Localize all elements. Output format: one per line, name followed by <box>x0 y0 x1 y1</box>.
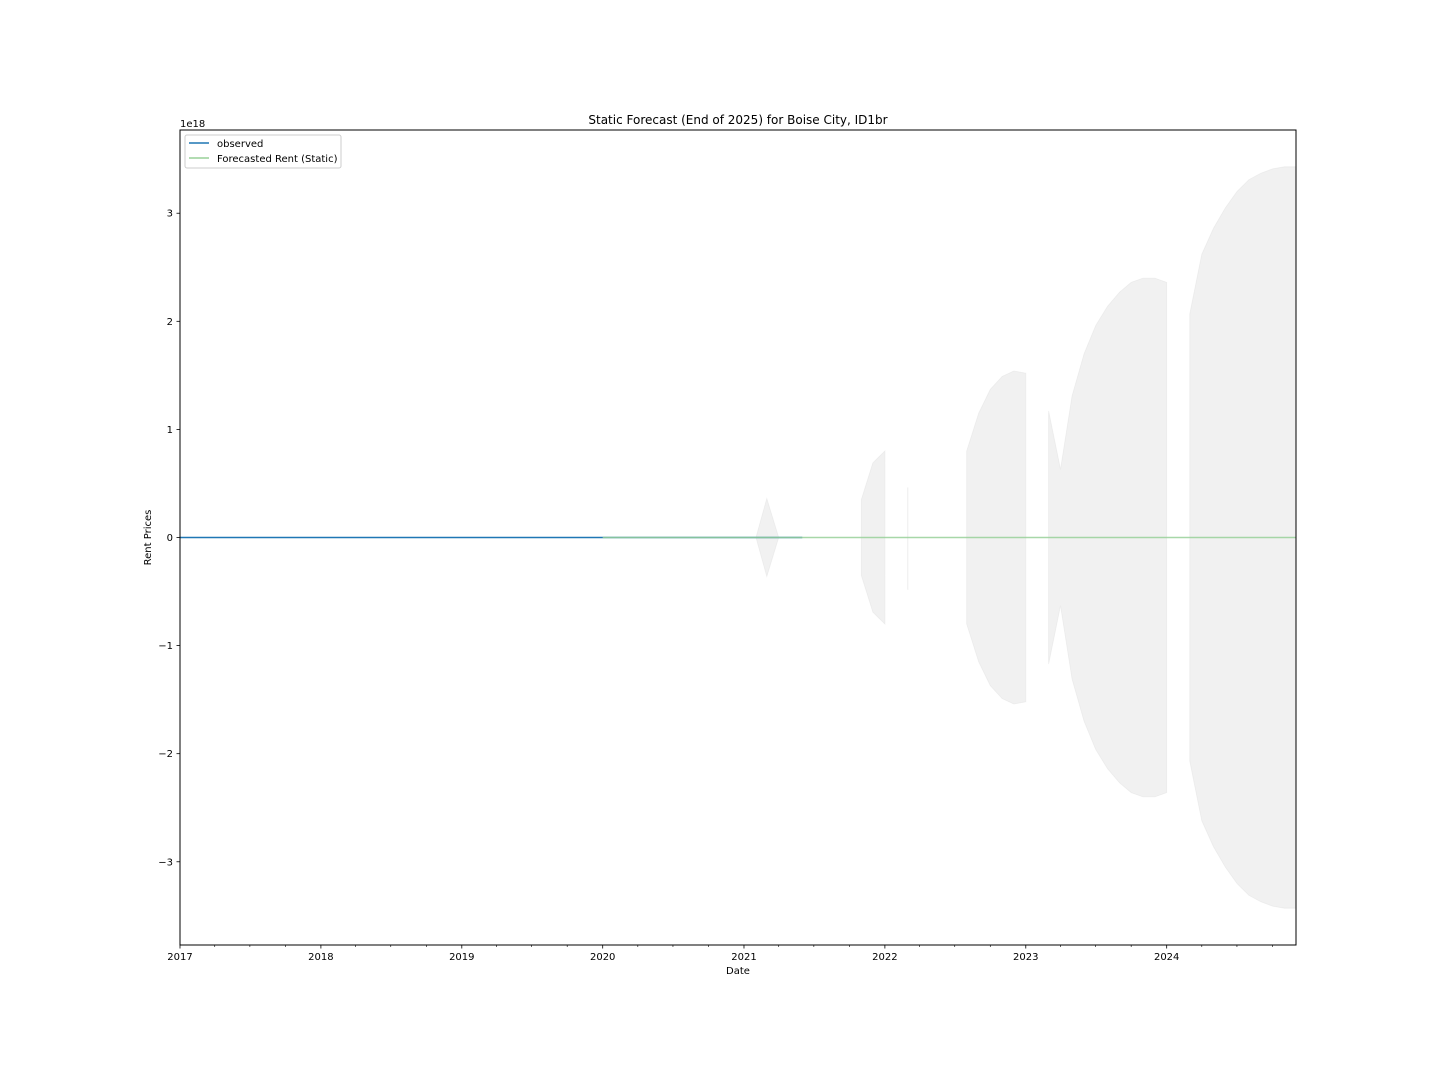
x-tick-label: 2018 <box>308 952 333 963</box>
x-tick-label: 2023 <box>1013 952 1038 963</box>
legend-box <box>184 134 342 169</box>
y-tick-label: 3 <box>167 209 173 220</box>
y-tick-label: −3 <box>158 857 173 868</box>
y-axis-label: Rent Prices <box>143 510 154 566</box>
x-tick-label: 2022 <box>872 952 897 963</box>
x-tick-label: 2020 <box>590 952 615 963</box>
y-tick-label: −2 <box>158 749 173 760</box>
y-tick-label: 0 <box>167 533 173 544</box>
legend-label-forecast: Forecasted Rent (Static) <box>217 154 338 165</box>
y-tick-label: 1 <box>167 425 173 436</box>
x-tick-label: 2019 <box>449 952 474 963</box>
legend: observed Forecasted Rent (Static) <box>184 134 342 169</box>
y-tick-label: −1 <box>158 641 173 652</box>
y-scale-offset-label: 1e18 <box>180 119 205 130</box>
x-tick-label: 2017 <box>167 952 192 963</box>
legend-label-observed: observed <box>217 139 263 150</box>
chart-title: Static Forecast (End of 2025) for Boise … <box>588 113 887 127</box>
x-tick-label: 2021 <box>731 952 756 963</box>
x-tick-label: 2024 <box>1154 952 1179 963</box>
y-tick-label: 2 <box>167 317 173 328</box>
x-axis-label: Date <box>726 966 750 977</box>
y-axis: −3 −2 −1 0 1 2 3 <box>158 209 180 868</box>
x-axis: 2017 2018 2019 2020 2021 2022 2023 2024 <box>167 945 1273 963</box>
